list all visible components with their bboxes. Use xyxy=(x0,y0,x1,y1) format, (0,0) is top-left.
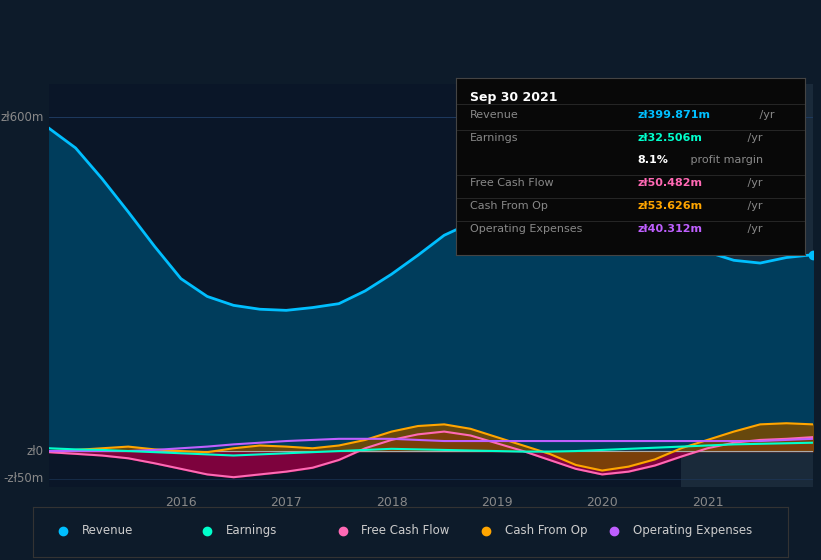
Text: -zł50m: -zł50m xyxy=(4,472,44,486)
Text: zł399.871m: zł399.871m xyxy=(637,110,710,120)
Text: Cash From Op: Cash From Op xyxy=(505,525,587,538)
Text: zł0: zł0 xyxy=(27,445,44,458)
Text: Earnings: Earnings xyxy=(470,133,518,143)
Text: zł40.312m: zł40.312m xyxy=(637,224,702,234)
Text: Sep 30 2021: Sep 30 2021 xyxy=(470,91,557,104)
Text: zł32.506m: zł32.506m xyxy=(637,133,702,143)
Text: Free Cash Flow: Free Cash Flow xyxy=(361,525,450,538)
Text: zł50.482m: zł50.482m xyxy=(637,178,702,188)
Text: /yr: /yr xyxy=(756,110,774,120)
Text: zł600m: zł600m xyxy=(1,111,44,124)
Text: Cash From Op: Cash From Op xyxy=(470,201,548,211)
Text: 8.1%: 8.1% xyxy=(637,155,668,165)
Text: Revenue: Revenue xyxy=(470,110,518,120)
Text: Operating Expenses: Operating Expenses xyxy=(470,224,582,234)
Text: /yr: /yr xyxy=(744,178,763,188)
Text: Earnings: Earnings xyxy=(226,525,277,538)
Bar xyxy=(681,84,813,487)
Text: /yr: /yr xyxy=(744,201,763,211)
Text: profit margin: profit margin xyxy=(686,155,763,165)
Text: Revenue: Revenue xyxy=(82,525,133,538)
Text: /yr: /yr xyxy=(744,133,763,143)
Text: Operating Expenses: Operating Expenses xyxy=(633,525,753,538)
Text: /yr: /yr xyxy=(744,224,763,234)
Text: Free Cash Flow: Free Cash Flow xyxy=(470,178,553,188)
Text: zł53.626m: zł53.626m xyxy=(637,201,702,211)
